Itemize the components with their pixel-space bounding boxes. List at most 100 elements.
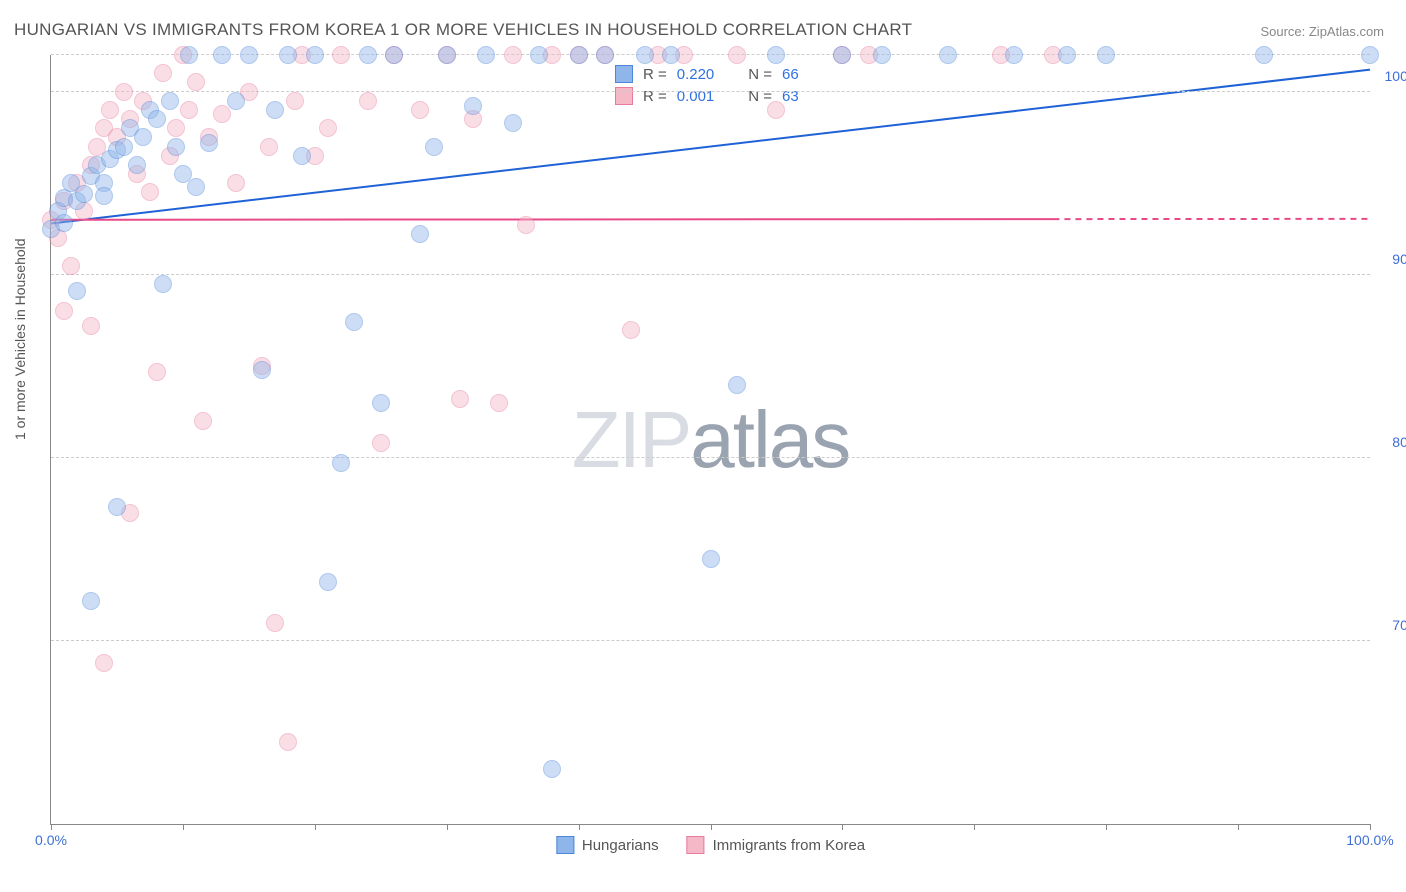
- data-point: [411, 225, 429, 243]
- data-point: [1255, 46, 1273, 64]
- data-point: [319, 119, 337, 137]
- data-point: [128, 156, 146, 174]
- data-point: [1361, 46, 1379, 64]
- data-point: [180, 101, 198, 119]
- x-tick: [447, 824, 448, 830]
- data-point: [95, 187, 113, 205]
- x-tick: [842, 824, 843, 830]
- legend-row: R = 0.220 N = 66: [615, 63, 799, 85]
- data-point: [411, 101, 429, 119]
- legend-swatch: [687, 836, 705, 854]
- x-tick: [315, 824, 316, 830]
- data-point: [227, 174, 245, 192]
- data-point: [939, 46, 957, 64]
- data-point: [1097, 46, 1115, 64]
- data-point: [82, 317, 100, 335]
- legend-n-label: N =: [748, 66, 772, 83]
- data-point: [517, 216, 535, 234]
- x-tick: [51, 824, 52, 830]
- data-point: [187, 178, 205, 196]
- data-point: [345, 313, 363, 331]
- data-point: [438, 46, 456, 64]
- data-point: [167, 119, 185, 137]
- data-point: [596, 46, 614, 64]
- x-tick-label: 0.0%: [35, 832, 67, 848]
- data-point: [636, 46, 654, 64]
- data-point: [504, 46, 522, 64]
- data-point: [108, 498, 126, 516]
- data-point: [319, 573, 337, 591]
- data-point: [180, 46, 198, 64]
- y-tick-label: 70.0%: [1392, 617, 1406, 633]
- data-point: [359, 46, 377, 64]
- data-point: [62, 257, 80, 275]
- data-point: [253, 361, 271, 379]
- data-point: [662, 46, 680, 64]
- data-point: [372, 434, 390, 452]
- data-point: [332, 454, 350, 472]
- data-point: [187, 73, 205, 91]
- gridline-h: [51, 274, 1370, 275]
- data-point: [227, 92, 245, 110]
- x-tick: [183, 824, 184, 830]
- data-point: [82, 592, 100, 610]
- legend-swatch: [556, 836, 574, 854]
- series-legend: Hungarians Immigrants from Korea: [556, 836, 865, 854]
- data-point: [200, 134, 218, 152]
- data-point: [154, 64, 172, 82]
- legend-series-name: Immigrants from Korea: [713, 837, 866, 854]
- data-point: [702, 550, 720, 568]
- data-point: [873, 46, 891, 64]
- data-point: [115, 83, 133, 101]
- data-point: [728, 46, 746, 64]
- data-point: [213, 46, 231, 64]
- legend-n-value: 66: [782, 66, 799, 83]
- watermark: ZIPatlas: [572, 394, 849, 486]
- data-point: [490, 394, 508, 412]
- data-point: [464, 97, 482, 115]
- gridline-h: [51, 457, 1370, 458]
- data-point: [141, 183, 159, 201]
- data-point: [101, 101, 119, 119]
- data-point: [115, 138, 133, 156]
- data-point: [359, 92, 377, 110]
- data-point: [154, 275, 172, 293]
- scatter-plot: ZIPatlas R = 0.220 N = 66 R = 0.001 N = …: [50, 55, 1370, 825]
- legend-item: Immigrants from Korea: [687, 836, 866, 854]
- data-point: [266, 614, 284, 632]
- data-point: [68, 282, 86, 300]
- x-tick: [974, 824, 975, 830]
- x-tick-label: 100.0%: [1346, 832, 1393, 848]
- trend-lines-layer: [51, 55, 1370, 824]
- data-point: [306, 46, 324, 64]
- data-point: [260, 138, 278, 156]
- source-label: Source: ZipAtlas.com: [1260, 24, 1384, 39]
- data-point: [477, 46, 495, 64]
- data-point: [372, 394, 390, 412]
- data-point: [161, 92, 179, 110]
- data-point: [833, 46, 851, 64]
- data-point: [148, 110, 166, 128]
- data-point: [728, 376, 746, 394]
- data-point: [167, 138, 185, 156]
- data-point: [1058, 46, 1076, 64]
- data-point: [279, 733, 297, 751]
- x-tick: [1106, 824, 1107, 830]
- data-point: [148, 363, 166, 381]
- data-point: [530, 46, 548, 64]
- x-tick: [1238, 824, 1239, 830]
- data-point: [134, 128, 152, 146]
- x-tick: [579, 824, 580, 830]
- data-point: [279, 46, 297, 64]
- gridline-h: [51, 640, 1370, 641]
- y-axis-label: 1 or more Vehicles in Household: [12, 238, 28, 440]
- data-point: [385, 46, 403, 64]
- y-tick-label: 80.0%: [1392, 434, 1406, 450]
- data-point: [286, 92, 304, 110]
- data-point: [266, 101, 284, 119]
- data-point: [75, 185, 93, 203]
- legend-series-name: Hungarians: [582, 837, 659, 854]
- y-tick-label: 100.0%: [1385, 68, 1406, 84]
- legend-r-value: 0.220: [677, 66, 715, 83]
- legend-item: Hungarians: [556, 836, 659, 854]
